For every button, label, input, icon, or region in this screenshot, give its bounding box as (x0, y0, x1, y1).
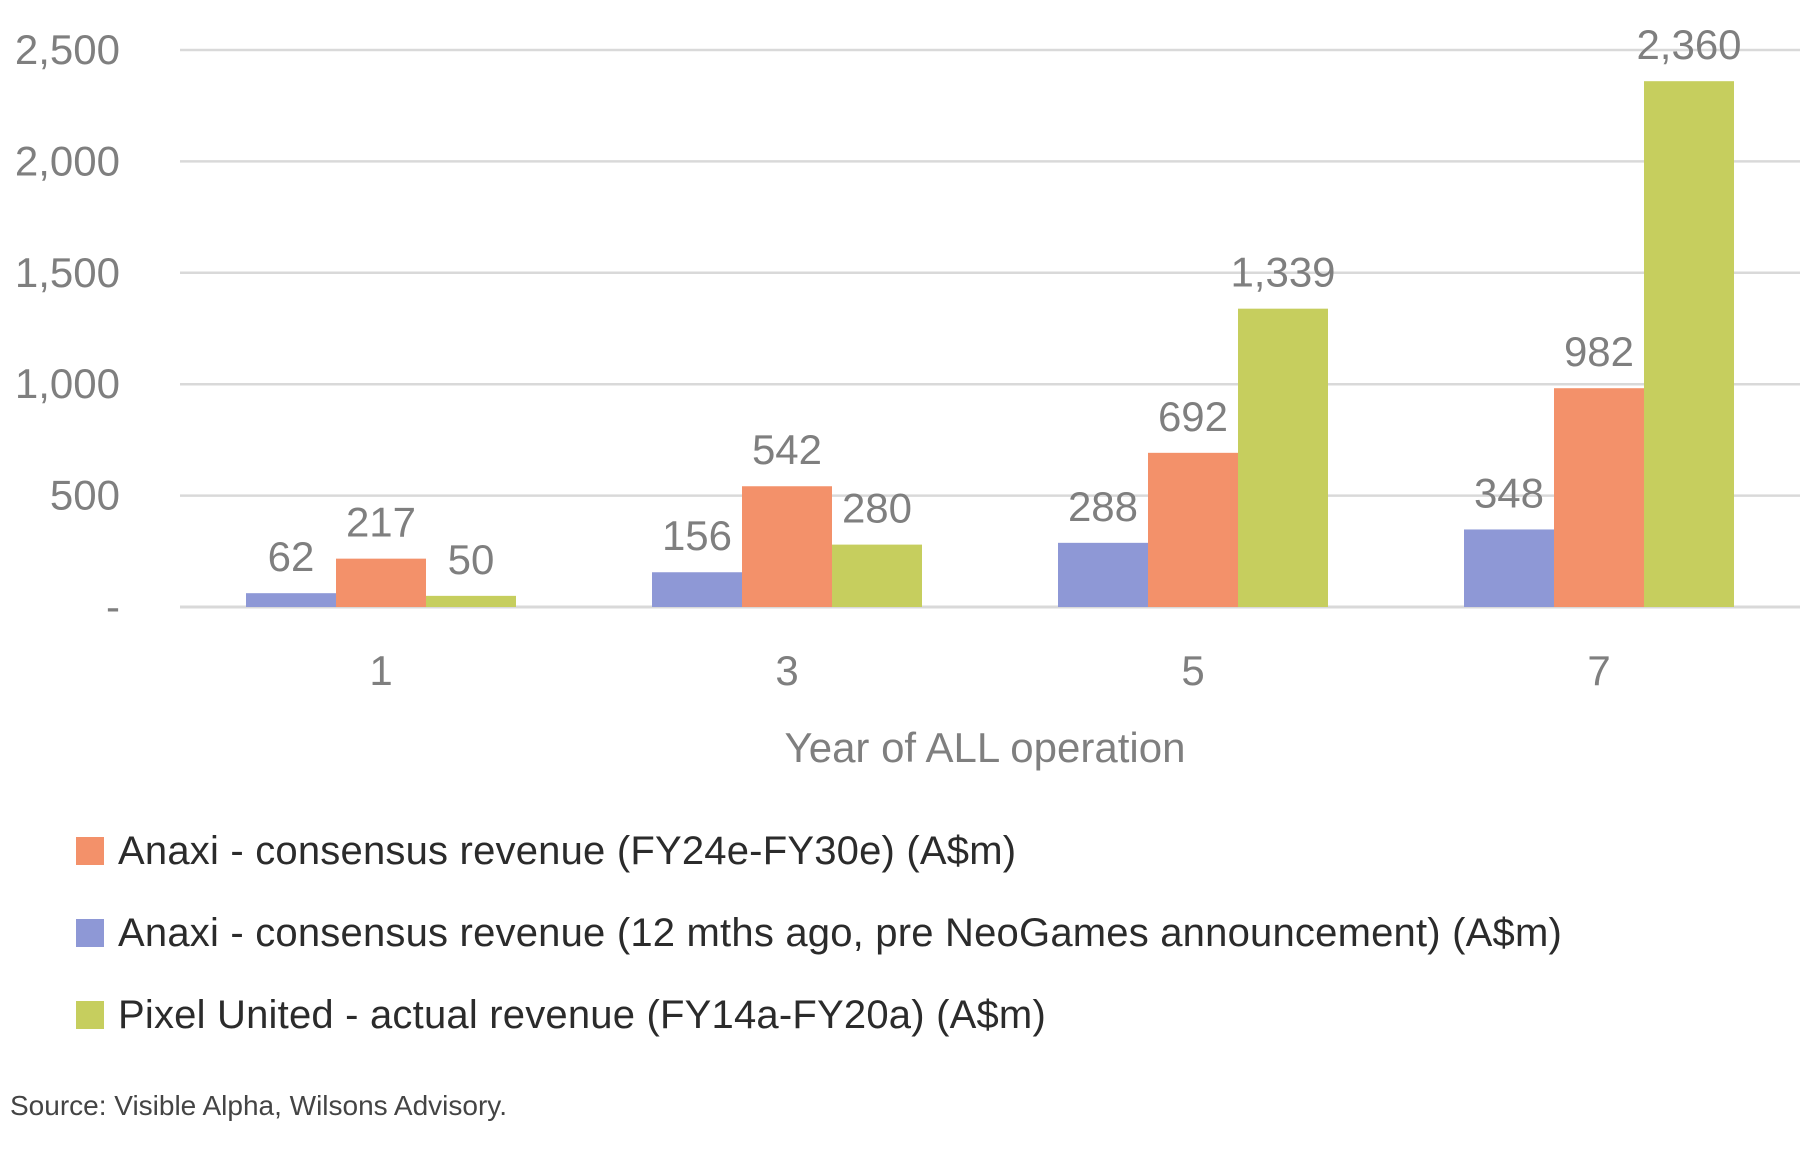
legend-swatch (76, 919, 104, 947)
bar (426, 595, 516, 607)
bar (1554, 388, 1644, 607)
legend-label: Pixel United - actual revenue (FY14a-FY2… (118, 992, 1046, 1037)
data-label: 542 (752, 426, 822, 473)
y-tick-label: 2,000 (15, 137, 120, 184)
x-tick-label: 3 (775, 647, 798, 694)
legend-item: Pixel United - actual revenue (FY14a-FY2… (76, 974, 1562, 1056)
x-tick-label: 7 (1587, 647, 1610, 694)
legend-swatch (76, 1001, 104, 1029)
y-tick-label: 500 (50, 472, 120, 519)
bar (336, 558, 426, 607)
bar-chart: - 500 1,000 1,500 2,000 2,500 62 217 50 1 156 542 28… (15, 21, 1800, 771)
data-label: 62 (268, 533, 315, 580)
data-label: 288 (1068, 483, 1138, 530)
y-tick-label: 2,500 (15, 26, 120, 73)
x-tick-label: 1 (369, 647, 392, 694)
y-tick-label: 1,500 (15, 249, 120, 296)
bar (652, 572, 742, 607)
data-label: 50 (448, 536, 495, 583)
data-label: 692 (1158, 393, 1228, 440)
bar (246, 593, 336, 607)
legend-swatch (76, 837, 104, 865)
y-tick-label: - (106, 583, 120, 630)
bar (742, 486, 832, 607)
legend-label: Anaxi - consensus revenue (FY24e-FY30e) … (118, 828, 1017, 873)
data-label: 156 (662, 512, 732, 559)
data-label: 982 (1564, 328, 1634, 375)
legend-item: Anaxi - consensus revenue (12 mths ago, … (76, 892, 1562, 974)
bar (1644, 81, 1734, 607)
legend-item: Anaxi - consensus revenue (FY24e-FY30e) … (76, 810, 1562, 892)
bar (832, 544, 922, 607)
data-label: 280 (842, 485, 912, 532)
bar (1238, 308, 1328, 607)
legend: Anaxi - consensus revenue (FY24e-FY30e) … (76, 810, 1562, 1056)
data-label: 1,339 (1230, 249, 1335, 296)
legend-label: Anaxi - consensus revenue (12 mths ago, … (118, 910, 1563, 955)
data-label: 217 (346, 499, 416, 546)
x-axis-title: Year of ALL operation (785, 724, 1186, 771)
source-note: Source: Visible Alpha, Wilsons Advisory. (10, 1090, 507, 1121)
bar (1148, 452, 1238, 607)
bar (1058, 542, 1148, 607)
x-tick-label: 5 (1181, 647, 1204, 694)
data-label: 348 (1474, 469, 1544, 516)
bar (1464, 529, 1554, 607)
data-label: 2,360 (1636, 21, 1741, 68)
y-tick-label: 1,000 (15, 360, 120, 407)
